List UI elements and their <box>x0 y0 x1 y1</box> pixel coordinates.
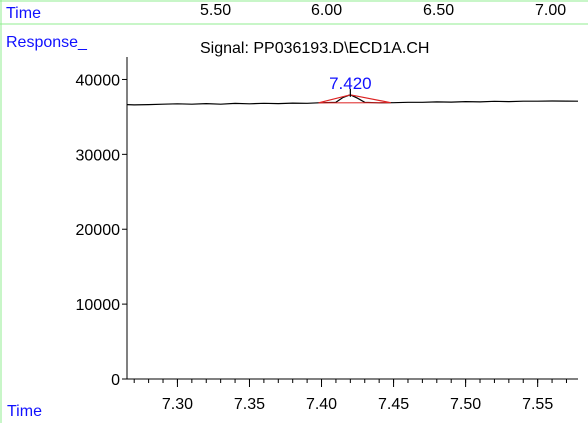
y-tick-label: 20000 <box>76 222 121 239</box>
y-tick-label: 10000 <box>76 297 121 314</box>
x-tick-label: 7.35 <box>234 396 265 413</box>
overview-tick-label: 6.50 <box>423 2 454 20</box>
overview-tick-label: 5.50 <box>200 2 231 20</box>
overview-tick-label: 6.00 <box>311 2 342 20</box>
signal-title: Signal: PP036193.D\ECD1A.CH <box>200 40 429 58</box>
x-tick-label: 7.40 <box>306 396 337 413</box>
x-tick-label: 7.55 <box>522 396 553 413</box>
y-tick-label: 30000 <box>76 147 121 164</box>
x-axis-time-label: Time <box>7 403 42 421</box>
x-tick-label: 7.30 <box>162 396 193 413</box>
peak-integration-marker <box>319 95 391 103</box>
x-tick-label: 7.45 <box>378 396 409 413</box>
x-tick-label: 7.50 <box>450 396 481 413</box>
plot-area: 0 10000 20000 30000 40000 7.30 7.35 7.40 7.45 7.5… <box>76 57 579 413</box>
y-tick-label: 40000 <box>76 72 121 89</box>
signal-trace <box>127 95 578 105</box>
overview-tick-label: 7.00 <box>535 2 566 20</box>
peak-retention-time-label: 7.420 <box>329 74 372 93</box>
overview-time-label: Time <box>6 5 41 23</box>
response-axis-label: Response_ <box>6 34 87 52</box>
y-tick-label: 0 <box>111 372 120 389</box>
